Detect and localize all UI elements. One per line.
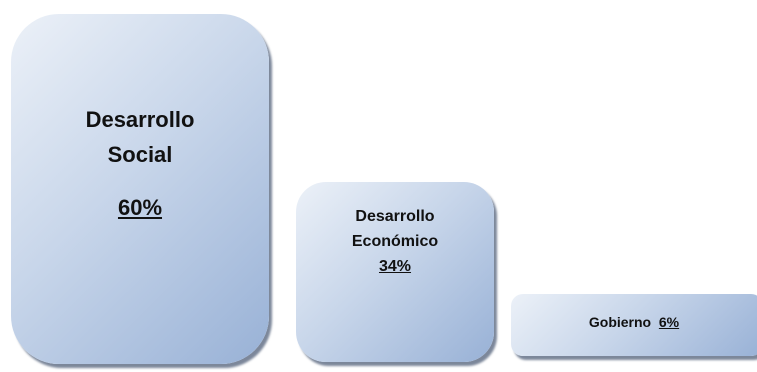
social-development-line2: Social (107, 142, 173, 168)
economic-development-percent: 34% (378, 257, 412, 275)
government-percent: 6% (658, 314, 680, 330)
economic-development-line2: Económico (351, 232, 439, 250)
social-development-percent: 60% (117, 195, 163, 221)
social-development-line1: Desarrollo (85, 107, 195, 132)
economic-development-block: Desarrollo Económico 34% (296, 182, 494, 362)
government-label: Gobierno (588, 314, 652, 330)
economic-development-line1: Desarrollo (355, 208, 435, 225)
government-block: Gobierno 6% (511, 294, 757, 356)
government-text: Gobierno 6% (511, 314, 757, 330)
social-development-block: Desarrollo Social 60% (11, 14, 269, 364)
